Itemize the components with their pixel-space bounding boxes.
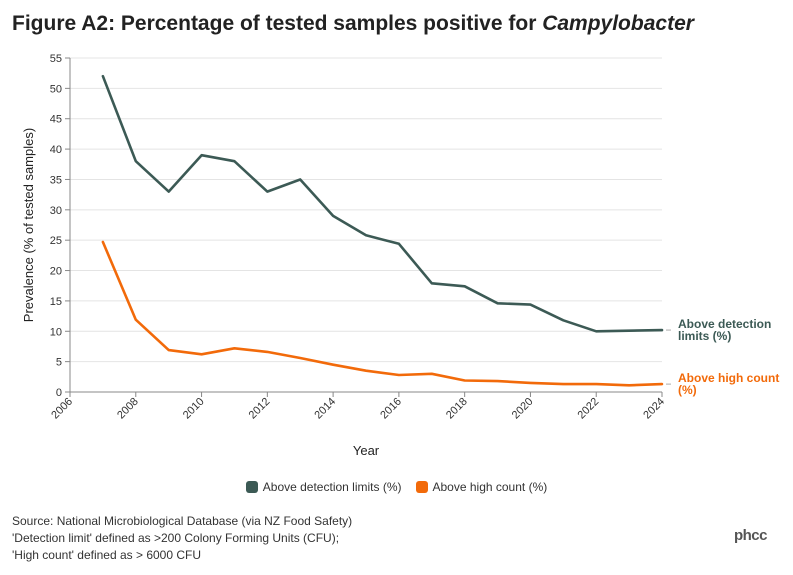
legend-label-detection: Above detection limits (%) [262,480,402,494]
y-tick-label: 45 [50,114,62,126]
legend-swatch-high-count [415,481,428,493]
y-tick-label: 20 [50,266,62,278]
series-line-high-count [101,240,664,387]
line-chart: 0 5 10 15 20 25 30 35 40 45 50 55 2006 2008 2010 2012 20… [21,53,779,458]
x-tick-label: 2022 [576,396,602,422]
end-label: Above detection [678,317,771,331]
y-tick-label: 30 [50,205,62,217]
x-axis-label: Year [353,443,380,458]
x-tick-label: 2016 [378,396,404,422]
end-label: limits (%) [678,329,731,343]
y-tick-label: 0 [56,387,62,399]
source-line-1: Source: National Microbiological Databas… [12,514,353,528]
y-tick-label: 55 [50,53,62,65]
y-tick-label: 10 [50,326,62,338]
legend: Above detection limits (%) Above high co… [0,480,793,494]
y-tick-label: 25 [50,235,62,247]
x-tick-label: 2006 [49,396,75,422]
y-tick-label: 40 [50,144,62,156]
chart-title: Figure A2: Percentage of tested samples … [12,12,694,36]
legend-item-detection[interactable]: Above detection limits (%) [245,480,402,494]
x-tick-label: 2014 [312,396,338,422]
series-line-detection [101,74,664,333]
phcc-logo: phcc [733,527,768,544]
source-line-3: 'High count' defined as > 6000 CFU [12,548,202,562]
y-axis-label: Prevalence (% of tested samples) [21,128,36,322]
y-tick-label: 15 [50,296,62,308]
end-label: (%) [678,383,697,397]
legend-item-high-count[interactable]: Above high count (%) [415,480,548,494]
legend-swatch-detection [245,481,258,493]
chart-title-italic: Campylobacter [542,12,694,35]
chart-title-text: Figure A2: Percentage of tested samples … [12,12,543,35]
x-tick-label: 2020 [510,396,536,422]
x-tick-label: 2012 [247,396,273,422]
source-line-2: 'Detection limit' defined as >200 Colony… [12,531,340,545]
x-tick-label: 2018 [444,396,470,422]
y-tick-label: 35 [50,174,62,186]
x-tick-label: 2024 [641,396,667,422]
source-note: Source: National Microbiological Databas… [12,513,352,564]
x-tick-label: 2010 [181,396,207,422]
legend-label-high-count: Above high count (%) [432,480,548,494]
end-label: Above high count [678,371,779,385]
x-tick-label: 2008 [115,396,141,422]
y-tick-label: 50 [50,83,62,95]
y-tick-label: 5 [56,357,62,369]
